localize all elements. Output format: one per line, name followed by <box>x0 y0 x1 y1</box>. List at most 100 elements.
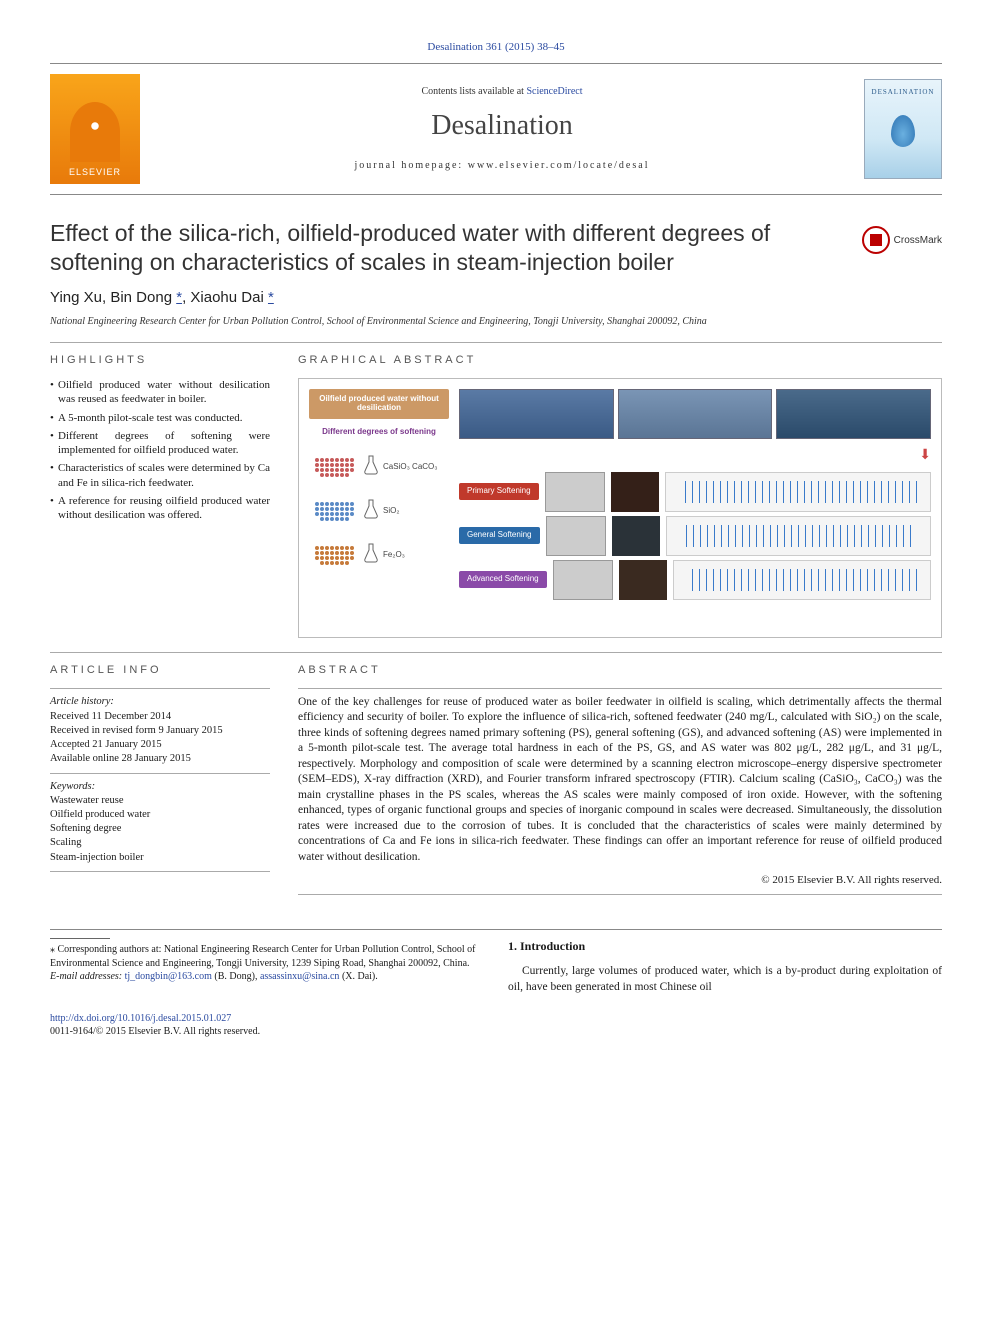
divider <box>50 652 942 653</box>
ga-sem-thumbnail <box>553 560 613 600</box>
email-attribution: (B. Dong), <box>212 971 260 982</box>
ga-particles-icon <box>309 489 359 533</box>
journal-title: Desalination <box>140 107 864 145</box>
author-name: Xiaohu Dai <box>190 289 263 306</box>
copyright-line: © 2015 Elsevier B.V. All rights reserved… <box>298 873 942 888</box>
ga-equipment-photos <box>459 389 931 439</box>
highlight-item: A 5-month pilot-scale test was conducted… <box>50 411 270 425</box>
article-title: Effect of the silica-rich, oilfield-prod… <box>50 219 942 277</box>
homepage-prefix: journal homepage: <box>355 160 468 171</box>
ga-formula-label: Fe₂O₃ <box>383 550 405 561</box>
author-affiliation: National Engineering Research Center for… <box>50 315 942 329</box>
journal-reference: Desalination 361 (2015) 38–45 <box>50 40 942 55</box>
ga-result-row: General Softening <box>459 514 931 558</box>
author-name: Ying Xu <box>50 289 102 306</box>
contents-available-line: Contents lists available at ScienceDirec… <box>140 85 864 99</box>
graphical-abstract-figure: Oilfield produced water without desilica… <box>298 378 942 638</box>
sciencedirect-link[interactable]: ScienceDirect <box>526 86 582 97</box>
highlight-item: Characteristics of scales were determine… <box>50 461 270 490</box>
journal-homepage-line: journal homepage: www.elsevier.com/locat… <box>140 159 864 173</box>
keyword: Steam-injection boiler <box>50 851 270 865</box>
keywords-label: Keywords: <box>50 780 270 794</box>
highlights-list: Oilfield produced water without desilica… <box>50 378 270 523</box>
article-info-heading: ARTICLE INFO <box>50 663 270 678</box>
ga-softening-label: Different degrees of softening <box>309 427 449 438</box>
cover-title: DESALINATION <box>872 88 935 97</box>
divider <box>50 773 270 774</box>
abstract-body: One of the key challenges for reuse of p… <box>298 695 942 866</box>
article-history-accepted: Accepted 21 January 2015 <box>50 738 270 752</box>
ga-sample-thumbnail <box>612 516 660 556</box>
email-footnote: E-mail addresses: tj_dongbin@163.com (B.… <box>50 970 480 984</box>
droplet-icon <box>891 115 915 147</box>
email-attribution: (X. Dai). <box>339 971 377 982</box>
crossmark-label: CrossMark <box>894 234 942 248</box>
introduction-heading: 1. Introduction <box>508 938 942 954</box>
ga-sample-thumbnail <box>611 472 659 512</box>
article-history-revised: Received in revised form 9 January 2015 <box>50 724 270 738</box>
corresponding-marker[interactable]: * <box>176 289 182 306</box>
publisher-name: ELSEVIER <box>69 166 121 178</box>
author-list: Ying Xu, Bin Dong *, Xiaohu Dai * <box>50 288 942 308</box>
elsevier-tree-icon <box>70 102 120 162</box>
doi-link[interactable]: http://dx.doi.org/10.1016/j.desal.2015.0… <box>50 1013 231 1024</box>
ga-particles-row: Fe₂O₃ <box>309 533 449 577</box>
ga-result-row: Primary Softening <box>459 470 931 514</box>
author-name: Bin Dong <box>110 289 172 306</box>
corresponding-marker[interactable]: * <box>268 289 274 306</box>
highlight-item: A reference for reusing oilfield produce… <box>50 494 270 523</box>
divider <box>298 688 942 689</box>
ga-particles-row: CaSiO₃ CaCO₃ <box>309 445 449 489</box>
divider <box>50 342 942 343</box>
ga-spectrum-thumbnail <box>665 472 931 512</box>
ga-result-row: Advanced Softening <box>459 558 931 602</box>
ga-sem-thumbnail <box>546 516 606 556</box>
issn-copyright-line: 0011-9164/© 2015 Elsevier B.V. All right… <box>50 1026 260 1037</box>
publisher-logo: ELSEVIER <box>50 74 140 184</box>
ga-sem-thumbnail <box>545 472 605 512</box>
ga-particles-icon <box>309 445 359 489</box>
highlight-item: Different degrees of softening were impl… <box>50 429 270 458</box>
ga-particles-row: SiO₂ <box>309 489 449 533</box>
keyword: Wastewater reuse <box>50 794 270 808</box>
ga-softening-stage-label: Primary Softening <box>459 483 539 500</box>
ga-input-badge: Oilfield produced water without desilica… <box>309 389 449 419</box>
article-history-label: Article history: <box>50 695 270 709</box>
divider <box>50 929 942 930</box>
author-email-link[interactable]: tj_dongbin@163.com <box>125 971 212 982</box>
footnotes: ⁎ Corresponding authors at: National Eng… <box>50 938 480 995</box>
homepage-url[interactable]: www.elsevier.com/locate/desal <box>468 160 650 171</box>
ga-photo <box>776 389 931 439</box>
abstract-heading: ABSTRACT <box>298 663 942 678</box>
highlight-item: Oilfield produced water without desilica… <box>50 378 270 407</box>
article-history-online: Available online 28 January 2015 <box>50 752 270 766</box>
ga-softening-stage-label: Advanced Softening <box>459 571 547 588</box>
flask-icon <box>363 543 379 568</box>
crossmark-icon <box>862 226 890 254</box>
flask-icon <box>363 499 379 524</box>
contents-prefix: Contents lists available at <box>421 86 526 97</box>
flask-icon <box>363 455 379 480</box>
author-email-link[interactable]: assassinxu@sina.cn <box>260 971 339 982</box>
divider <box>50 688 270 689</box>
ga-spectrum-thumbnail <box>666 516 932 556</box>
email-label: E-mail addresses: <box>50 971 125 982</box>
ga-photo <box>459 389 614 439</box>
doi-block: http://dx.doi.org/10.1016/j.desal.2015.0… <box>50 1012 942 1039</box>
keyword: Scaling <box>50 836 270 850</box>
divider <box>50 871 270 872</box>
ga-sample-thumbnail <box>619 560 667 600</box>
ga-formula-label: SiO₂ <box>383 506 399 517</box>
footnote-rule <box>50 938 110 939</box>
highlights-heading: HIGHLIGHTS <box>50 353 270 368</box>
crossmark-badge[interactable]: CrossMark <box>862 226 942 254</box>
article-history-received: Received 11 December 2014 <box>50 710 270 724</box>
keyword: Oilfield produced water <box>50 808 270 822</box>
ga-photo <box>618 389 773 439</box>
keyword: Softening degree <box>50 822 270 836</box>
introduction-body: Currently, large volumes of produced wat… <box>508 964 942 995</box>
corresponding-author-footnote: ⁎ Corresponding authors at: National Eng… <box>50 943 480 970</box>
journal-header: ELSEVIER Contents lists available at Sci… <box>50 63 942 195</box>
graphical-abstract-heading: GRAPHICAL ABSTRACT <box>298 353 942 368</box>
ga-formula-label: CaSiO₃ CaCO₃ <box>383 462 438 473</box>
